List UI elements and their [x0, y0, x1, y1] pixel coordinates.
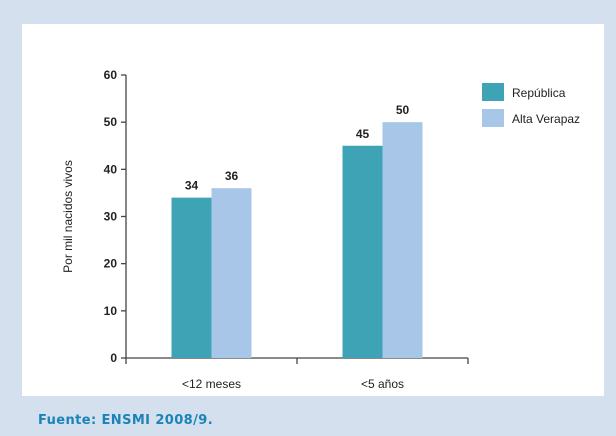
data-label: 34 [185, 179, 199, 193]
y-tick-label: 60 [104, 68, 118, 82]
bar-chart: 0 10 20 30 40 50 60 Por mil nacidos vivos 34 36 <1… [61, 68, 580, 391]
bar-alta-verapaz [382, 122, 423, 359]
y-tick-label: 50 [104, 115, 118, 129]
y-tick-label: 0 [110, 351, 117, 365]
bar-republica [171, 197, 212, 358]
y-tick-label: 10 [104, 304, 118, 318]
data-label: 36 [225, 169, 239, 183]
data-label: 50 [396, 103, 410, 117]
x-tick-label: <12 meses [182, 377, 241, 391]
data-label: 45 [356, 127, 370, 141]
legend-label: Alta Verapaz [512, 112, 580, 126]
legend-swatch [482, 109, 504, 127]
bar-alta-verapaz [211, 188, 252, 358]
y-tick-label: 40 [104, 162, 118, 176]
legend-label: República [512, 86, 566, 100]
y-axis-label: Por mil nacidos vivos [61, 160, 75, 273]
y-tick-label: 20 [104, 257, 118, 271]
bar-republica [342, 145, 383, 358]
legend-swatch [482, 83, 504, 101]
chart-panel: 0 10 20 30 40 50 60 Por mil nacidos vivos 34 36 <1… [22, 24, 604, 396]
x-tick-label: <5 años [361, 377, 404, 391]
y-tick-label: 30 [104, 210, 118, 224]
source-note: Fuente: ENSMI 2008/9. [38, 413, 214, 428]
